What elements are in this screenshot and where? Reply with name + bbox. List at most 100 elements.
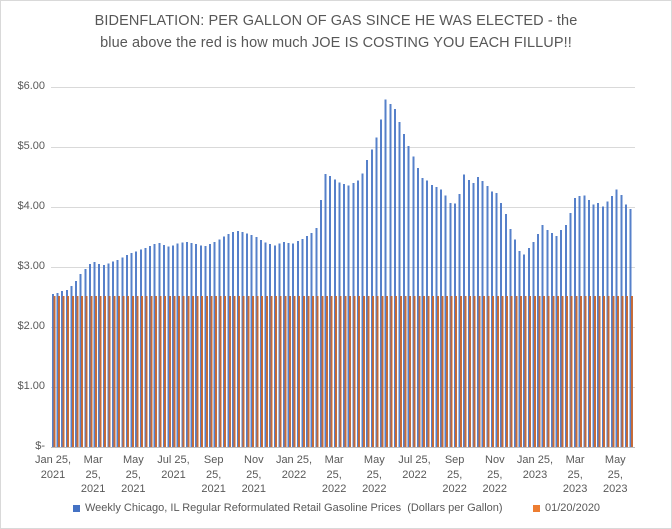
- weekly-price-bar: [199, 245, 202, 447]
- baseline-bar: [270, 295, 273, 447]
- baseline-bar: [251, 295, 254, 447]
- weekly-price-bar: [481, 181, 484, 447]
- baseline-bar: [173, 295, 176, 447]
- weekly-price-bar: [65, 289, 68, 447]
- weekly-price-bar: [107, 263, 110, 447]
- baseline-bar: [385, 295, 388, 447]
- baseline-bar: [228, 295, 231, 447]
- weekly-price-bar: [324, 174, 327, 447]
- weekly-price-bar: [52, 294, 54, 447]
- weekly-price-bar: [467, 180, 470, 447]
- baseline-bar: [62, 295, 65, 447]
- baseline-bar: [191, 295, 194, 447]
- weekly-price-bar: [176, 243, 179, 447]
- weekly-price-bar: [88, 264, 91, 447]
- baseline-bar: [201, 295, 204, 447]
- weekly-price-bar: [204, 246, 207, 447]
- baseline-bar: [469, 295, 472, 447]
- baseline-bar: [473, 295, 476, 447]
- weekly-price-bar: [509, 229, 512, 447]
- weekly-price-bar: [333, 179, 336, 447]
- weekly-price-bar: [449, 202, 452, 447]
- baseline-bar: [122, 295, 125, 447]
- weekly-price-bar: [306, 235, 309, 447]
- y-tick-label: $2.00: [17, 320, 45, 332]
- baseline-bar: [436, 295, 439, 447]
- weekly-price-bar: [592, 204, 595, 447]
- baseline-bar: [450, 295, 453, 447]
- weekly-price-bar: [412, 156, 415, 447]
- baseline-bar: [630, 295, 633, 447]
- baseline-bar: [90, 295, 93, 447]
- weekly-price-bar: [495, 193, 498, 447]
- weekly-price-bar: [569, 213, 572, 447]
- chart-title: BIDENFLATION: PER GALLON OF GAS SINCE HE…: [94, 13, 578, 51]
- weekly-price-bar: [259, 240, 262, 447]
- baseline-bar: [242, 295, 245, 447]
- baseline-bar: [362, 295, 365, 447]
- weekly-price-bar: [490, 191, 493, 447]
- x-tick-label: Jan 25, 2022: [275, 454, 313, 481]
- baseline-bar: [150, 295, 153, 447]
- x-tick-label: Jul 25, 2021: [157, 454, 190, 481]
- baseline-bar: [432, 295, 435, 447]
- weekly-price-bar: [121, 257, 124, 447]
- weekly-price-bar: [153, 244, 156, 447]
- weekly-price-bar: [366, 160, 369, 447]
- x-tick-label: Mar 25, 2021: [80, 454, 106, 495]
- legend-item-baseline: 01/20/2020: [533, 502, 600, 514]
- baseline-bar: [506, 295, 509, 447]
- baseline-bar: [325, 295, 328, 447]
- baseline-bar: [117, 295, 120, 447]
- baseline-bar: [224, 295, 227, 447]
- weekly-price-bar: [444, 195, 447, 447]
- weekly-price-bar: [329, 175, 332, 448]
- weekly-price-bar: [352, 183, 355, 447]
- weekly-price-bar: [550, 232, 553, 447]
- x-tick-label: May 25, 2022: [362, 454, 387, 495]
- baseline-bar: [265, 295, 268, 447]
- baseline-bar: [339, 295, 342, 447]
- weekly-price-bar: [195, 244, 198, 447]
- baseline-bar: [427, 295, 430, 447]
- baseline-bar: [395, 295, 398, 447]
- baseline-bar: [196, 295, 199, 447]
- weekly-price-bar: [79, 274, 82, 447]
- weekly-price-bar: [241, 232, 244, 447]
- baseline-bar: [233, 295, 236, 447]
- baseline-bar: [409, 295, 412, 447]
- baseline-bar: [543, 295, 546, 447]
- baseline-bar: [127, 295, 130, 447]
- x-tick-label: Sep 25, 2022: [442, 454, 467, 495]
- baseline-bar: [348, 295, 351, 447]
- weekly-price-bar: [283, 241, 285, 447]
- weekly-price-bar: [578, 196, 581, 447]
- baseline-bar: [616, 295, 619, 447]
- baseline-bar: [519, 295, 522, 447]
- baseline-bar: [547, 295, 550, 447]
- baseline-bar: [187, 295, 190, 447]
- weekly-price-bar: [583, 195, 586, 447]
- weekly-price-bar: [426, 180, 429, 447]
- weekly-price-bar: [537, 234, 540, 447]
- weekly-price-bar: [319, 199, 322, 447]
- baseline-bar: [515, 295, 518, 447]
- weekly-price-bar: [532, 241, 535, 447]
- baseline-bar: [626, 295, 629, 447]
- baseline-bar: [464, 295, 467, 447]
- baseline-bar: [381, 295, 384, 447]
- weekly-price-bar: [162, 244, 165, 447]
- weekly-price-bar: [139, 249, 142, 447]
- baseline-bar: [284, 295, 287, 447]
- weekly-price-bar: [407, 145, 410, 448]
- baseline-bar: [487, 295, 490, 447]
- weekly-price-bar: [227, 234, 230, 447]
- weekly-price-bar: [597, 202, 600, 447]
- weekly-price-bar: [453, 203, 456, 447]
- baseline-bar: [598, 295, 601, 447]
- baseline-bar: [372, 295, 375, 447]
- legend-item-weekly-prices: Weekly Chicago, IL Regular Reformulated …: [73, 502, 503, 514]
- weekly-price-bar: [430, 184, 433, 448]
- weekly-price-bar: [472, 183, 475, 447]
